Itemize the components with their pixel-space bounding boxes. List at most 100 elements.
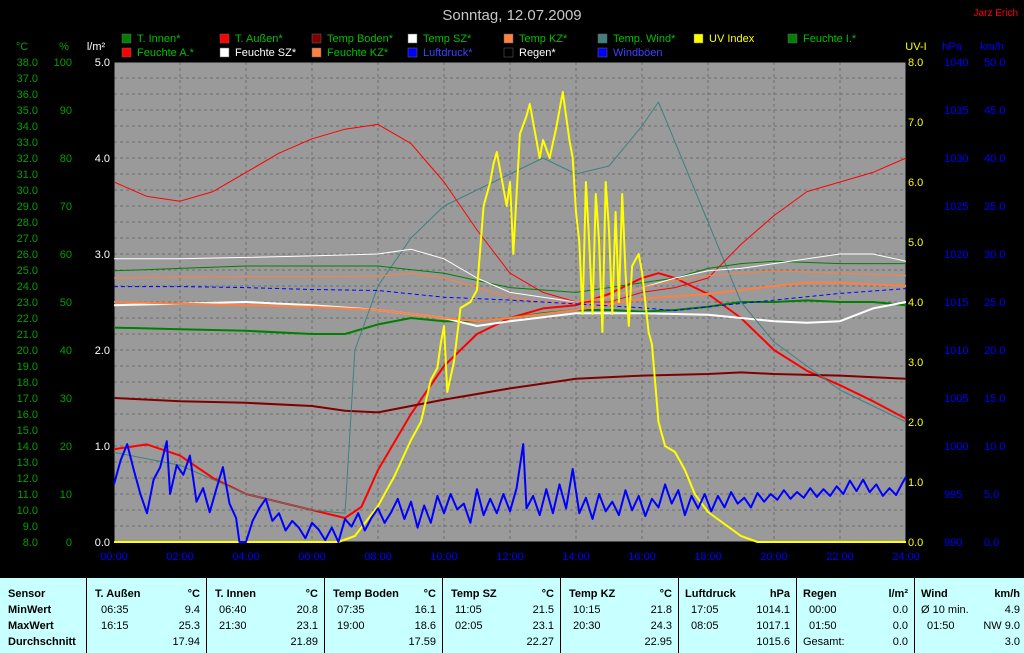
legend-swatch [503,33,514,44]
uv-axis-tick: 3.0 [908,357,923,369]
legend-label: Luftdruck* [423,47,473,59]
stats-row2-time: 01:50 [809,620,837,632]
humidity-axis-tick: 60 [60,249,72,261]
humidity-axis-tick: 20 [60,441,72,453]
stats-header: Wind [921,588,948,600]
temp-axis-tick: 33.0 [17,137,38,149]
stats-avg-value: 1015.6 [756,636,790,648]
stats-unit: l/m² [888,588,908,600]
stats-min-time: 06:40 [219,604,247,616]
wind-axis-tick: 15.0 [984,393,1005,405]
legend-swatch [219,47,230,58]
temp-axis-tick: 30.0 [17,185,38,197]
stats-max-time: 02:05 [455,620,483,632]
rain-axis-tick: 1.0 [95,441,110,453]
temp-axis-tick: 32.0 [17,153,38,165]
stats-col-temp-sz: Temp SZ °C 11:05 21.5 02:05 23.1 22.27 [442,578,560,653]
x-axis-tick: 12:00 [496,551,524,563]
temp-axis-tick: 21.0 [17,329,38,341]
series-line-temp-wind [113,101,907,514]
stats-min-time: 06:35 [101,604,129,616]
wind-axis-tick: 20.0 [984,345,1005,357]
rain-axis-unit: l/m² [87,41,106,53]
legend-swatch [219,33,230,44]
legend-label: Feuchte SZ* [235,47,297,59]
temp-axis-tick: 10.0 [17,505,38,517]
humidity-axis-tick: 80 [60,153,72,165]
x-axis-tick: 20:00 [760,551,788,563]
stats-min-time: 10:15 [573,604,601,616]
wind-axis-tick: 35.0 [984,201,1005,213]
humidity-axis-tick: 40 [60,345,72,357]
wind-axis-tick: 25.0 [984,297,1005,309]
stats-max-time: 19:00 [337,620,365,632]
temp-axis-tick: 29.0 [17,201,38,213]
temp-axis-tick: 15.0 [17,425,38,437]
humidity-axis-unit: % [59,41,69,53]
stats-unit: hPa [769,588,790,600]
pressure-axis-tick: 990 [944,537,962,549]
pressure-axis-tick: 1000 [944,441,968,453]
stats-col-temp-kz: Temp KZ °C 10:15 21.8 20:30 24.3 22.95 [560,578,678,653]
stats-col-wind: Wind km/h Ø 10 min. 4.9 01:50 NW 9.0 3.0 [914,578,1024,653]
temp-axis-tick: 34.0 [17,121,38,133]
rain-axis-tick: 3.0 [95,249,110,261]
temp-axis-tick: 23.0 [17,297,38,309]
stats-max-time: 16:15 [101,620,129,632]
x-axis-tick: 24:00 [892,551,920,563]
stats-row2-value: 0.0 [892,620,908,632]
legend-label: Temp. Wind* [613,33,676,45]
temp-axis-tick: 14.0 [17,441,38,453]
uv-axis-tick: 8.0 [908,57,923,69]
corner-label: Jarz Erich [974,8,1018,19]
stats-max-value: 23.1 [296,620,318,632]
stats-col-t-innen: T. Innen °C 06:40 20.8 21:30 23.1 21.89 [206,578,324,653]
legend-swatch [311,33,322,44]
temp-axis-tick: 20.0 [17,345,38,357]
legend-swatch [693,33,704,44]
series-line-temp-boden [113,371,907,414]
humidity-axis-tick: 90 [60,105,72,117]
temp-axis-tick: 31.0 [17,169,38,181]
stats-header: Temp KZ [569,588,616,600]
temp-axis-tick: 26.0 [17,249,38,261]
stats-unit: °C [305,588,318,600]
legend-swatch [407,33,418,44]
humidity-axis-tick: 100 [54,57,72,69]
humidity-axis-tick: 70 [60,201,72,213]
wind-axis-tick: 30.0 [984,249,1005,261]
stats-row-min-label: MinWert [8,604,52,616]
stats-total-label: Gesamt: [803,636,845,648]
rain-axis-tick: 4.0 [95,153,110,165]
stats-min-time: 07:35 [337,604,365,616]
x-axis-tick: 06:00 [298,551,326,563]
stats-avg-value: 17.59 [408,636,436,648]
series-line-temp-kz [113,281,907,323]
temp-axis-tick: 22.0 [17,313,38,325]
stats-row1-label: Ø 10 min. [921,604,969,616]
stats-header: Temp SZ [451,588,497,600]
rain-axis-tick: 5.0 [95,57,110,69]
pressure-axis-tick: 1020 [944,249,968,261]
stats-min-value: 9.4 [184,604,200,616]
stats-row1-time: 00:00 [809,604,837,616]
temp-axis-tick: 36.0 [17,89,38,101]
pressure-axis-tick: 995 [944,489,962,501]
legend-swatch [121,47,132,58]
pressure-axis-tick: 1040 [944,57,968,69]
stats-header: Temp Boden [333,588,399,600]
legend-label: Temp KZ* [519,33,568,45]
stats-min-value: 21.8 [650,604,672,616]
pressure-axis-tick: 1005 [944,393,968,405]
stats-min-time: 11:05 [455,604,482,616]
stats-total-value: 0.0 [892,636,908,648]
stats-unit: °C [187,588,200,600]
legend-swatch [311,47,322,58]
legend-swatch [597,33,608,44]
stats-avg-value: 22.27 [526,636,554,648]
rain-axis-tick: 2.0 [95,345,110,357]
temp-axis-tick: 8.0 [23,537,38,549]
series-line-feuchte-sz [114,248,907,303]
stats-max-value: 1017.1 [756,620,790,632]
legend-label: Feuchte I.* [803,33,857,45]
